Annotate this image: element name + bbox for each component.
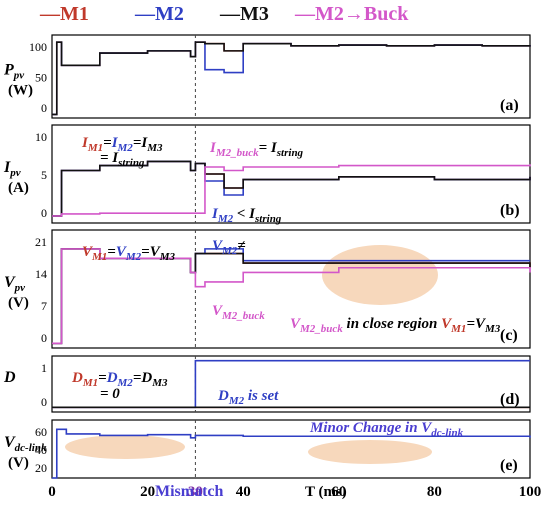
panel-id: (a) (500, 97, 519, 114)
annotation-d-equal: DM1=DM2=DM3 (71, 370, 168, 389)
xtick-label: 80 (427, 484, 442, 500)
ytick-label: 5 (41, 168, 47, 182)
panel-id: (b) (500, 202, 520, 219)
panel-frame-1 (51, 124, 531, 224)
xtick-label: 20 (140, 484, 155, 500)
xtick-label: 60 (331, 484, 346, 500)
series-line-vdclink (52, 428, 531, 479)
ytick-label: 20 (35, 461, 47, 475)
series-line-m2buck (52, 248, 531, 345)
ytick-label: 0 (41, 395, 47, 409)
panel-id: (d) (500, 391, 520, 408)
ytick-label: 0 (41, 331, 47, 345)
panel-frame-0 (51, 34, 531, 119)
close-region-highlight (322, 245, 438, 305)
ytick-label: 0 (41, 206, 47, 220)
panel-frame-3 (51, 355, 531, 413)
ylabel: Vpv (4, 274, 25, 294)
ytick-label: 21 (35, 235, 47, 249)
annotation-d-set: DM2 is set (217, 388, 279, 407)
series-line-m3 (52, 160, 531, 217)
ylabel-unit: (W) (8, 83, 33, 99)
panel-frame-2 (51, 229, 531, 349)
ylabel-unit: (V) (8, 295, 29, 311)
ytick-label: 14 (35, 267, 47, 281)
ylabel: Vdc-link (4, 434, 47, 454)
ytick-label: 10 (35, 130, 47, 144)
mismatch-label: Mismatch (155, 483, 224, 500)
ytick-label: 60 (35, 425, 47, 439)
annotation-istring: = Istring (100, 150, 145, 169)
ytick-label: 100 (29, 40, 47, 54)
legend-m1: —M1 (39, 3, 89, 25)
panel-frame-4 (51, 419, 531, 479)
ytick-label: 7 (41, 299, 47, 313)
xtick-label: 40 (236, 484, 251, 500)
dclink-highlight-2 (308, 440, 432, 464)
ylabel: Ppv (3, 62, 24, 82)
annotation-vm2buck: VM2_buck (212, 303, 265, 322)
series-line-m2 (52, 160, 531, 217)
panel-id: (e) (500, 457, 518, 474)
annotation-v-equal: VM1=VM2=VM3 (82, 244, 176, 263)
ytick-label: 40 (35, 443, 47, 457)
ytick-label: 50 (35, 71, 47, 85)
ytick-label: 1 (41, 361, 47, 375)
ylabel-unit: (V) (8, 455, 29, 471)
series-line-m1 (52, 160, 531, 217)
xtick-label: 30 (188, 484, 203, 500)
series-line-m2buck (52, 164, 531, 217)
annotation-buck: IM2_buck= Istring (209, 140, 304, 159)
xlabel: T (ms) (305, 484, 347, 500)
legend-m3: —M3 (219, 3, 269, 25)
annotation-minor-change: Minor Change in Vdc-link (309, 420, 464, 439)
annotation-d-zero: = 0 (100, 386, 120, 402)
ylabel: D (3, 369, 16, 386)
legend-m2: —M2 (134, 3, 184, 25)
legend-m2buck: —M2→Buck (294, 3, 409, 25)
ylabel: Ipv (3, 159, 21, 179)
series-line-m3 (52, 41, 531, 116)
xtick-label: 100 (519, 484, 542, 500)
xtick-label: 0 (48, 484, 56, 500)
panel-id: (c) (500, 327, 518, 344)
annotation-v-not-equal: VM2≠ (212, 238, 246, 257)
ytick-label: 0 (41, 101, 47, 115)
annotation-close-region: VM2_buck in close region VM1=VM3 (290, 316, 501, 335)
annotation-ib-equal: IM1=IM2=IM3 (81, 135, 163, 154)
annotation-m2-less: IM2 < Istring (211, 206, 282, 225)
dclink-highlight-1 (65, 435, 185, 459)
ylabel-unit: (A) (8, 180, 29, 196)
